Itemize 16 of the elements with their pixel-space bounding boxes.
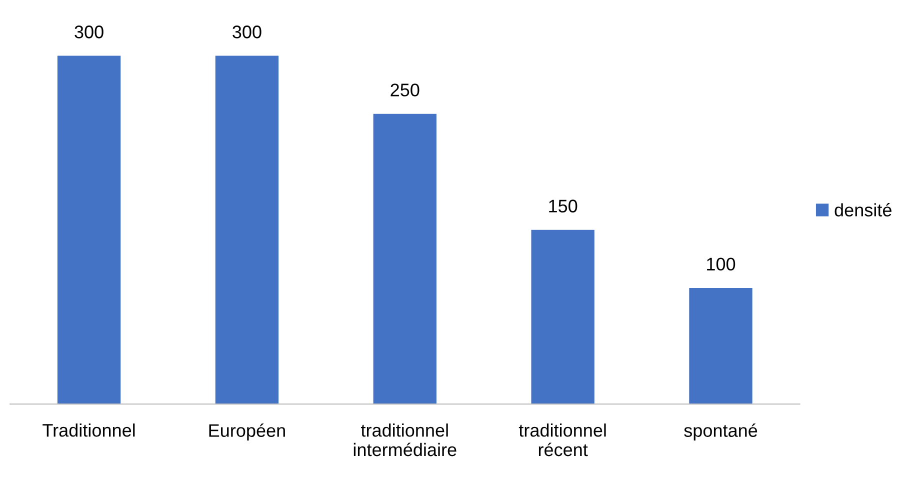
legend-label: densité	[834, 203, 892, 216]
bar	[373, 114, 436, 404]
bar	[689, 288, 752, 404]
data-label: 300	[74, 26, 104, 38]
data-label: 300	[232, 26, 262, 38]
bar	[531, 230, 594, 404]
data-label: 250	[390, 84, 420, 96]
data-label: 100	[707, 258, 736, 271]
x-tick-label: spontané	[684, 423, 758, 441]
x-tick-label: traditionnel récent	[518, 423, 606, 456]
x-tick-label: Européen	[209, 423, 285, 441]
data-label: 150	[549, 200, 578, 212]
x-tick-label: traditionnel intermédiaire	[354, 423, 456, 456]
x-tick-label: Traditionnel	[42, 423, 135, 437]
bar	[57, 56, 121, 404]
bar	[215, 56, 279, 404]
